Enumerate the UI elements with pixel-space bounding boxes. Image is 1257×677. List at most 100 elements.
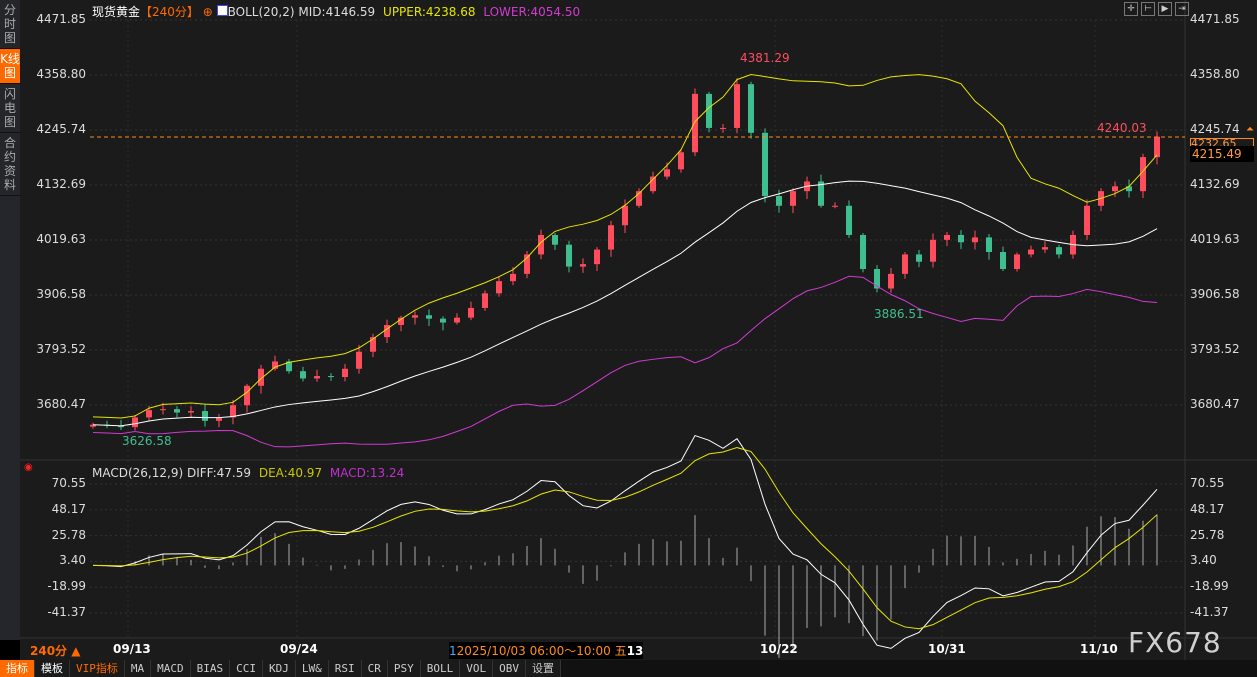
tab-6[interactable]: CCI xyxy=(230,660,263,677)
boll-title: BOLL(20,2) xyxy=(227,5,295,19)
tab-10[interactable]: CR xyxy=(361,660,388,677)
candle-body xyxy=(902,254,908,274)
tab-14[interactable]: OBV xyxy=(493,660,526,677)
macd-tick: 70.55 xyxy=(1190,476,1225,490)
zoom-in-icon[interactable]: ⊢ xyxy=(1141,2,1155,16)
candle-body xyxy=(468,307,474,318)
macd-tick-left: 70.55 xyxy=(51,476,86,490)
price-tick-left: 3906.58 xyxy=(36,287,86,301)
candle-body xyxy=(706,93,712,128)
candle-body xyxy=(1028,249,1034,255)
candle-body xyxy=(734,84,740,128)
macd-settings-icon[interactable]: ◉ xyxy=(24,462,33,473)
sidebar-item-flash[interactable]: 闪电图 xyxy=(0,84,20,133)
sidebar: 分时图 K线图 闪电图 合约资料 xyxy=(0,0,20,660)
candle-body xyxy=(300,371,306,379)
sidebar-item-contract[interactable]: 合约资料 xyxy=(0,133,20,196)
tab-11[interactable]: PSY xyxy=(387,660,421,677)
price-tick: 4019.63 xyxy=(1190,232,1240,246)
candle-body xyxy=(146,410,152,418)
candle-body xyxy=(566,244,572,267)
arrow-up-icon[interactable]: ⏶ xyxy=(1246,124,1254,135)
price-tick: 3793.52 xyxy=(1190,342,1240,356)
candle-body xyxy=(384,324,390,338)
candle-body xyxy=(580,264,586,267)
tab-12[interactable]: BOLL xyxy=(420,660,461,677)
jump-end-icon[interactable]: ⇥ xyxy=(1175,2,1189,16)
candle-body xyxy=(916,254,922,262)
candle-body xyxy=(342,368,348,378)
macd-tick: 48.17 xyxy=(1190,501,1225,516)
macd-value: MACD:13.24 xyxy=(329,466,405,480)
sidebar-item-timeshare[interactable]: 分时图 xyxy=(0,0,20,49)
macd-diff-line xyxy=(92,434,1158,649)
macd-tick: -18.99 xyxy=(1190,579,1229,594)
tab-0[interactable]: 指标 xyxy=(0,660,35,677)
tab-5[interactable]: BIAS xyxy=(190,660,231,677)
macd-tick-left: 3.40 xyxy=(59,553,86,568)
candle-body xyxy=(748,84,754,133)
candle-body xyxy=(608,225,614,250)
candle-body xyxy=(412,315,418,318)
candle-body xyxy=(510,273,516,282)
candle-body xyxy=(286,361,292,372)
candle-body xyxy=(1112,186,1118,192)
candle-body xyxy=(216,417,222,421)
tab-1[interactable]: 模板 xyxy=(35,660,70,677)
price-tick-left: 4132.69 xyxy=(36,177,86,191)
candle-body xyxy=(1042,247,1048,250)
last-high-label: 4240.03 xyxy=(1097,121,1147,135)
macd-dea: DEA:40.97 xyxy=(258,466,323,480)
indicator-chart-icon[interactable] xyxy=(216,5,228,16)
candle-body xyxy=(930,239,936,262)
tab-8[interactable]: LW& xyxy=(295,660,329,677)
tab-13[interactable]: VOL xyxy=(460,660,494,677)
target-icon[interactable]: ⊕ xyxy=(202,5,213,19)
macd-tick-left: 48.17 xyxy=(51,501,86,516)
tab-9[interactable]: RSI xyxy=(328,660,362,677)
chart-legend: 现货黄金【240分】 ⊕ BOLL(20,2) MID:4146.59 UPPE… xyxy=(92,3,580,20)
macd-dea-line xyxy=(92,447,1158,630)
tab-2[interactable]: VIP指标 xyxy=(70,660,125,677)
candle-body xyxy=(118,425,124,428)
candle-body xyxy=(832,205,838,207)
candle-body xyxy=(1014,254,1020,270)
boll-upper: UPPER:4238.68 xyxy=(383,5,476,19)
candle-body xyxy=(440,318,446,323)
candle-body xyxy=(664,169,670,177)
candle-body xyxy=(678,152,684,170)
macd-diff: DIFF:47.59 xyxy=(186,466,252,480)
candle-body xyxy=(202,411,208,421)
price-tick: 4471.85 xyxy=(1190,12,1240,26)
candle-body xyxy=(174,409,180,413)
candle-body xyxy=(972,237,978,243)
price-tick-left: 4471.85 xyxy=(36,12,86,26)
candle-body xyxy=(370,337,376,352)
candle-body xyxy=(594,249,600,265)
low-label: 3886.51 xyxy=(874,307,924,321)
period-selector[interactable]: 240分 ▲ xyxy=(30,644,81,658)
candle-body xyxy=(272,361,278,369)
sidebar-item-kline[interactable]: K线图 xyxy=(0,49,20,84)
play-icon[interactable]: ▶ xyxy=(1158,2,1172,16)
macd-tick: 25.78 xyxy=(1190,527,1225,542)
candle-body xyxy=(720,127,726,129)
candle-body xyxy=(846,205,852,235)
candle-body xyxy=(454,317,460,323)
tab-4[interactable]: MACD xyxy=(151,660,191,677)
kline-chart[interactable] xyxy=(0,0,1257,660)
candle-body xyxy=(398,317,404,325)
candle-body xyxy=(356,351,362,369)
tab-15[interactable]: 设置 xyxy=(526,660,561,677)
candle-body xyxy=(860,234,866,270)
candle-body xyxy=(90,424,96,427)
price-tick: 4132.69 xyxy=(1190,177,1240,191)
candle-body xyxy=(636,191,642,206)
tab-3[interactable]: MA xyxy=(124,660,152,677)
candle-body xyxy=(1154,136,1160,158)
tab-7[interactable]: KDJ xyxy=(263,660,296,677)
candle-body xyxy=(132,417,138,428)
candle-body xyxy=(1000,251,1006,270)
crosshair-icon[interactable]: ✛ xyxy=(1124,2,1138,16)
candle-body xyxy=(258,368,264,386)
